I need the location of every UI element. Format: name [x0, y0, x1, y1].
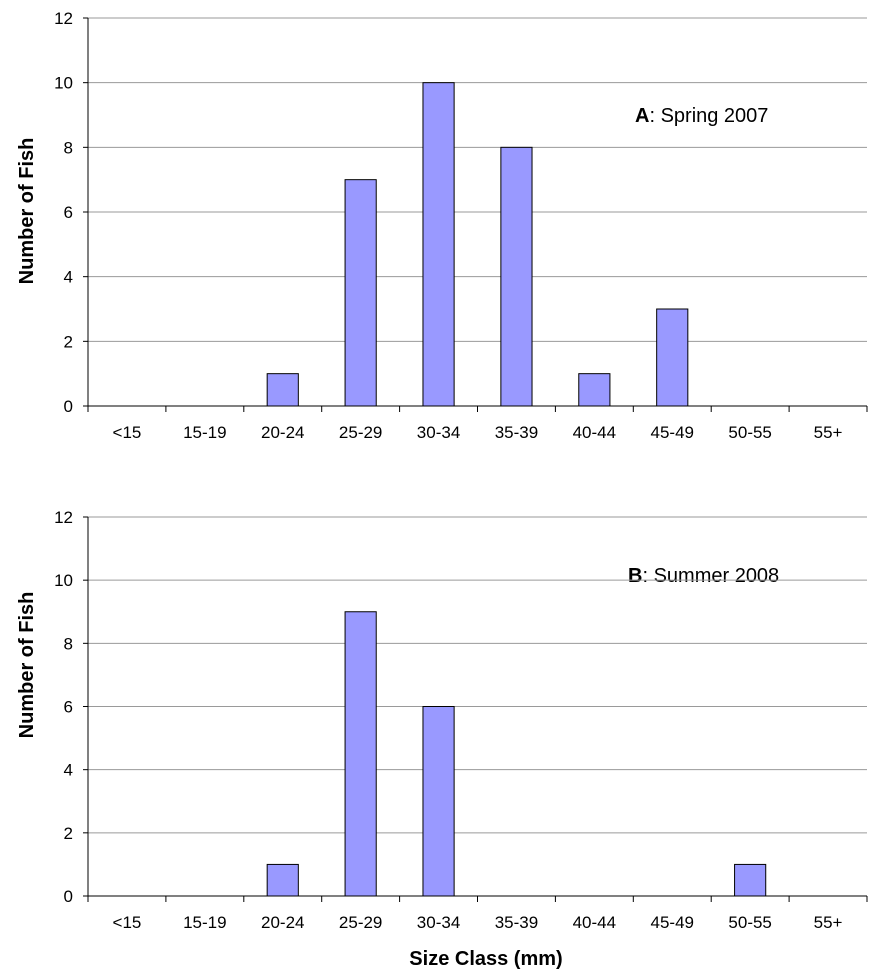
x-tick-label: 40-44 [573, 423, 616, 442]
x-axis-label: Size Class (mm) [409, 948, 562, 970]
panel-title: A: Spring 2007 [635, 105, 768, 127]
bar [656, 308, 689, 407]
y-tick-label: 0 [64, 887, 73, 906]
y-tick-label: 4 [64, 268, 73, 287]
y-tick-label: 8 [64, 138, 73, 157]
x-tick-label: 55+ [814, 423, 843, 442]
x-tick-label: 30-34 [417, 913, 460, 932]
x-tick-label: 30-34 [417, 423, 460, 442]
y-tick-label: 2 [64, 824, 73, 843]
bar [344, 611, 377, 897]
panel-letter: B [628, 565, 642, 587]
x-tick-label: 20-24 [261, 423, 304, 442]
y-tick-label: 10 [54, 74, 73, 93]
x-tick-label: 35-39 [495, 913, 538, 932]
x-tick-label: <15 [113, 423, 142, 442]
bar [422, 706, 455, 897]
x-tick-label: 55+ [814, 913, 843, 932]
x-tick-label: 25-29 [339, 423, 382, 442]
bar [266, 373, 299, 407]
panel-title: B: Summer 2008 [628, 565, 779, 587]
y-tick-label: 12 [54, 508, 73, 527]
y-tick-label: 0 [64, 397, 73, 416]
panel-title-text: : Summer 2008 [642, 565, 779, 587]
bar [500, 146, 533, 407]
bar [734, 863, 767, 897]
x-tick-label: 40-44 [573, 913, 616, 932]
y-tick-label: 6 [64, 698, 73, 717]
x-tick-label: 45-49 [651, 423, 694, 442]
y-axis-label: Number of Fish [16, 592, 38, 739]
bar [422, 82, 455, 407]
panel-letter: A [635, 105, 649, 127]
x-tick-label: 50-55 [728, 913, 771, 932]
x-tick-label: 45-49 [651, 913, 694, 932]
bar [344, 179, 377, 407]
x-tick-label: 20-24 [261, 913, 304, 932]
bar [266, 863, 299, 897]
x-tick-label: 25-29 [339, 913, 382, 932]
x-tick-label: <15 [113, 913, 142, 932]
y-tick-label: 8 [64, 634, 73, 653]
y-tick-label: 12 [54, 9, 73, 28]
y-tick-label: 4 [64, 761, 73, 780]
chart-panel-a: Number of Fish A: Spring 2007 0 2 4 6 8 10 12 <… [16, 9, 868, 442]
x-tick-label: 15-19 [183, 423, 226, 442]
bar [578, 373, 611, 407]
x-tick-label: 35-39 [495, 423, 538, 442]
panel-title-text: : Spring 2007 [649, 105, 768, 127]
y-tick-label: 2 [64, 332, 73, 351]
x-tick-label: 50-55 [728, 423, 771, 442]
y-tick-label: 10 [54, 571, 73, 590]
y-tick-label: 6 [64, 203, 73, 222]
y-axis-label: Number of Fish [16, 138, 38, 285]
x-tick-label: 15-19 [183, 913, 226, 932]
chart-panel-b: Number of Fish B: Summer 2008 0 2 4 6 8 10 12 <… [16, 508, 868, 932]
